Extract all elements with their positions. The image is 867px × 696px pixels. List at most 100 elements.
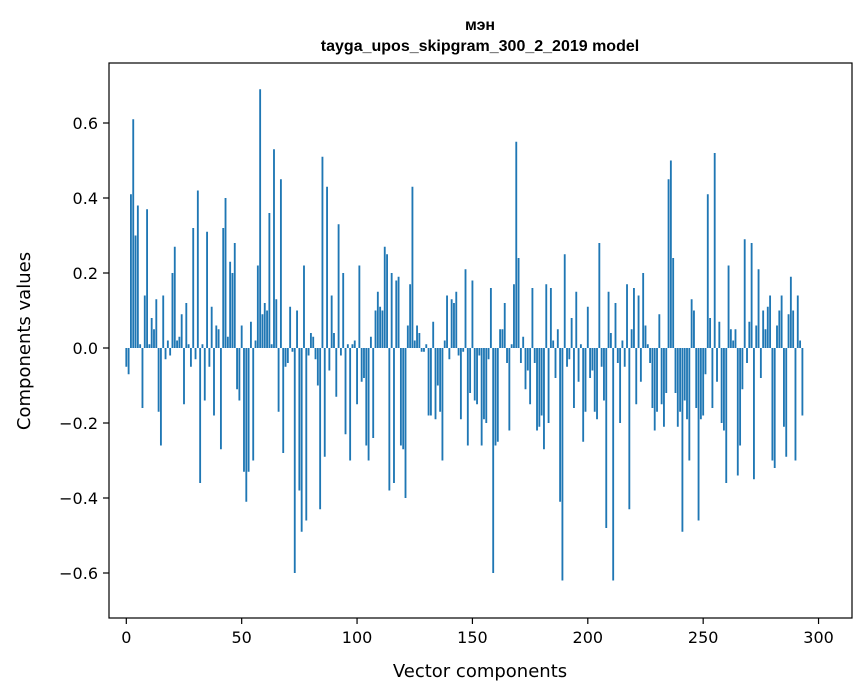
bar-184 bbox=[549, 288, 552, 348]
bar-145 bbox=[459, 348, 462, 420]
bar-40 bbox=[217, 329, 220, 348]
bar-49 bbox=[238, 348, 241, 401]
bar-27 bbox=[187, 344, 190, 348]
bar-280 bbox=[771, 348, 774, 461]
bar-19 bbox=[169, 348, 172, 356]
bar-90 bbox=[333, 333, 335, 348]
bar-71 bbox=[289, 306, 292, 348]
bar-211 bbox=[612, 348, 615, 581]
bar-99 bbox=[353, 340, 356, 348]
bar-278 bbox=[766, 306, 769, 348]
bar-161 bbox=[496, 348, 499, 442]
bar-43 bbox=[224, 198, 227, 348]
bar-127 bbox=[418, 333, 421, 348]
bar-262 bbox=[729, 329, 732, 348]
bar-231 bbox=[658, 314, 661, 348]
bar-270 bbox=[748, 321, 751, 348]
bar-68 bbox=[282, 348, 285, 453]
bar-77 bbox=[303, 265, 305, 348]
bar-225 bbox=[644, 325, 647, 348]
bar-117 bbox=[395, 280, 398, 348]
plot-frame bbox=[108, 62, 853, 619]
bar-197 bbox=[579, 344, 582, 348]
bar-131 bbox=[427, 348, 430, 416]
bar-105 bbox=[367, 348, 370, 461]
bar-267 bbox=[741, 348, 744, 390]
bar-87 bbox=[326, 186, 328, 348]
bars-layer bbox=[125, 89, 804, 581]
bar-221 bbox=[635, 348, 638, 405]
bar-130 bbox=[425, 344, 428, 348]
bar-125 bbox=[413, 340, 416, 348]
bar-238 bbox=[674, 348, 677, 393]
bar-227 bbox=[649, 348, 652, 363]
bar-237 bbox=[672, 258, 675, 348]
bar-178 bbox=[536, 348, 538, 431]
bar-200 bbox=[586, 306, 589, 348]
bar-201 bbox=[589, 348, 592, 378]
bar-214 bbox=[619, 348, 622, 423]
bar-8 bbox=[143, 295, 146, 348]
bar-34 bbox=[203, 348, 206, 401]
bar-208 bbox=[605, 348, 608, 528]
bar-258 bbox=[720, 348, 723, 423]
bar-148 bbox=[466, 348, 469, 446]
bar-24 bbox=[180, 314, 183, 348]
bar-72 bbox=[291, 348, 294, 352]
bar-54 bbox=[249, 321, 252, 348]
bar-217 bbox=[626, 284, 628, 348]
bar-252 bbox=[706, 194, 709, 348]
bar-122 bbox=[406, 325, 409, 348]
bar-239 bbox=[676, 348, 679, 427]
x-tick-label: 200 bbox=[573, 628, 604, 647]
bar-143 bbox=[455, 291, 458, 348]
bar-206 bbox=[600, 348, 603, 367]
bar-274 bbox=[757, 269, 760, 348]
bar-109 bbox=[376, 291, 379, 348]
bar-249 bbox=[699, 348, 702, 420]
bar-128 bbox=[420, 348, 423, 352]
y-tick-label: 0.2 bbox=[73, 264, 98, 283]
bar-288 bbox=[789, 276, 792, 348]
bar-76 bbox=[300, 348, 303, 532]
bar-60 bbox=[263, 303, 266, 348]
bar-253 bbox=[709, 318, 712, 348]
bar-286 bbox=[785, 348, 788, 457]
bar-246 bbox=[693, 310, 695, 348]
bar-32 bbox=[199, 348, 202, 483]
bar-242 bbox=[683, 348, 686, 401]
bar-220 bbox=[633, 288, 635, 348]
bar-28 bbox=[189, 348, 192, 367]
bar-16 bbox=[162, 295, 165, 348]
bar-173 bbox=[524, 348, 527, 390]
y-tick-label: −0.4 bbox=[59, 489, 98, 508]
bar-12 bbox=[153, 329, 155, 348]
bar-58 bbox=[259, 89, 262, 348]
bar-62 bbox=[268, 213, 271, 348]
y-tick-label: 0.6 bbox=[73, 114, 98, 133]
bar-30 bbox=[194, 348, 197, 360]
bar-31 bbox=[196, 190, 199, 348]
bar-6 bbox=[139, 344, 142, 348]
bar-26 bbox=[185, 303, 188, 348]
bar-120 bbox=[402, 348, 405, 450]
bar-196 bbox=[577, 348, 580, 382]
bar-236 bbox=[669, 160, 672, 348]
bar-106 bbox=[369, 336, 372, 348]
bar-5 bbox=[136, 205, 139, 348]
x-axis: 0 50 100 150 200 250 300 bbox=[121, 618, 834, 647]
bar-112 bbox=[383, 246, 386, 348]
bar-96 bbox=[346, 344, 349, 348]
bar-111 bbox=[381, 310, 384, 348]
bar-229 bbox=[653, 348, 656, 431]
bar-228 bbox=[651, 348, 654, 408]
bar-114 bbox=[388, 348, 391, 491]
bar-146 bbox=[462, 348, 465, 352]
bar-3 bbox=[132, 119, 135, 348]
bar-194 bbox=[573, 348, 575, 408]
bar-256 bbox=[716, 348, 718, 382]
bar-1 bbox=[127, 348, 130, 375]
bar-38 bbox=[213, 348, 215, 416]
bar-166 bbox=[508, 348, 511, 431]
x-tick-label: 50 bbox=[231, 628, 251, 647]
